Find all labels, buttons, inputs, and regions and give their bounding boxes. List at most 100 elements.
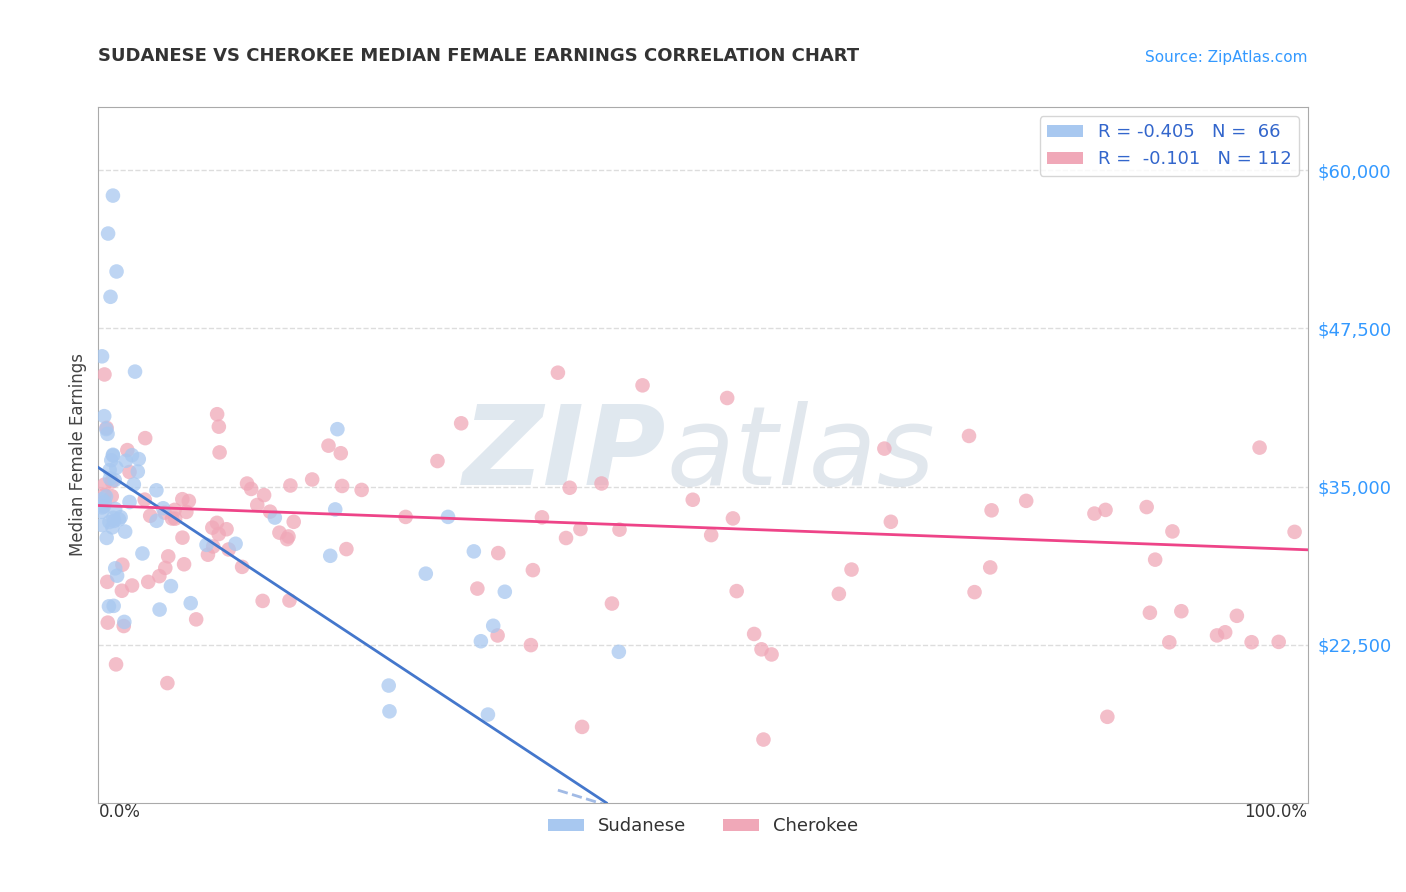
Point xyxy=(682,492,704,507)
Point xyxy=(231,560,253,574)
Point xyxy=(752,732,775,747)
Point xyxy=(98,515,121,529)
Point xyxy=(218,542,240,557)
Point xyxy=(236,476,259,491)
Point xyxy=(1170,604,1192,618)
Point xyxy=(205,516,228,530)
Point xyxy=(215,522,238,536)
Point xyxy=(100,453,122,467)
Point xyxy=(93,409,115,424)
Point xyxy=(93,488,115,502)
Point xyxy=(148,569,170,583)
Point xyxy=(725,584,748,599)
Point xyxy=(1240,635,1263,649)
Point xyxy=(197,548,219,562)
Point xyxy=(101,448,124,462)
Point xyxy=(108,512,131,526)
Point xyxy=(486,628,509,642)
Point xyxy=(131,546,153,560)
Point xyxy=(600,597,623,611)
Point xyxy=(93,477,115,491)
Text: 0.0%: 0.0% xyxy=(98,803,141,821)
Point xyxy=(494,584,516,599)
Point xyxy=(157,549,180,564)
Point xyxy=(522,563,544,577)
Point xyxy=(101,475,124,489)
Point xyxy=(156,676,179,690)
Point xyxy=(121,578,143,592)
Point xyxy=(571,720,593,734)
Point xyxy=(134,431,156,445)
Point xyxy=(378,704,401,718)
Point xyxy=(873,442,896,456)
Point xyxy=(1144,552,1167,566)
Point xyxy=(172,492,194,507)
Point xyxy=(205,407,228,421)
Point xyxy=(591,476,613,491)
Point xyxy=(91,505,114,519)
Point xyxy=(155,561,177,575)
Point xyxy=(105,657,128,672)
Point xyxy=(1083,507,1105,521)
Point xyxy=(160,511,183,525)
Point xyxy=(335,542,357,557)
Point xyxy=(482,619,505,633)
Point xyxy=(828,587,851,601)
Point xyxy=(1097,710,1119,724)
Point xyxy=(1284,524,1306,539)
Point xyxy=(97,227,120,241)
Point xyxy=(201,521,224,535)
Point xyxy=(278,593,301,607)
Point xyxy=(122,477,145,491)
Point xyxy=(98,471,121,485)
Point xyxy=(979,560,1001,574)
Point xyxy=(395,510,418,524)
Point xyxy=(520,638,543,652)
Point xyxy=(97,599,120,614)
Point xyxy=(208,445,231,459)
Point xyxy=(118,465,141,479)
Point xyxy=(1226,608,1249,623)
Point xyxy=(377,679,399,693)
Point xyxy=(415,566,437,581)
Legend: Sudanese, Cherokee: Sudanese, Cherokee xyxy=(540,810,866,842)
Point xyxy=(326,422,349,436)
Point xyxy=(91,500,114,515)
Point xyxy=(96,421,118,435)
Point xyxy=(283,515,305,529)
Point xyxy=(467,582,489,596)
Point xyxy=(980,503,1002,517)
Point xyxy=(128,452,150,467)
Text: SUDANESE VS CHEROKEE MEDIAN FEMALE EARNINGS CORRELATION CHART: SUDANESE VS CHEROKEE MEDIAN FEMALE EARNI… xyxy=(98,47,859,65)
Point xyxy=(252,594,274,608)
Point xyxy=(93,500,115,514)
Point xyxy=(172,531,194,545)
Point xyxy=(105,460,128,475)
Point xyxy=(277,529,299,543)
Point xyxy=(153,506,176,520)
Point xyxy=(1267,635,1289,649)
Point xyxy=(105,568,128,582)
Point xyxy=(1015,494,1038,508)
Point xyxy=(105,264,128,278)
Point xyxy=(276,532,298,546)
Point xyxy=(957,429,980,443)
Point xyxy=(103,511,125,525)
Point xyxy=(91,492,114,507)
Point xyxy=(112,619,135,633)
Point xyxy=(114,524,136,539)
Point xyxy=(100,489,122,503)
Point xyxy=(202,540,225,554)
Point xyxy=(301,473,323,487)
Point xyxy=(180,596,202,610)
Point xyxy=(700,528,723,542)
Text: Source: ZipAtlas.com: Source: ZipAtlas.com xyxy=(1144,50,1308,65)
Point xyxy=(263,510,285,524)
Point xyxy=(1159,635,1181,649)
Point xyxy=(112,615,135,629)
Point xyxy=(963,585,986,599)
Point xyxy=(1249,441,1271,455)
Point xyxy=(98,463,121,477)
Point xyxy=(186,612,208,626)
Point xyxy=(1213,625,1236,640)
